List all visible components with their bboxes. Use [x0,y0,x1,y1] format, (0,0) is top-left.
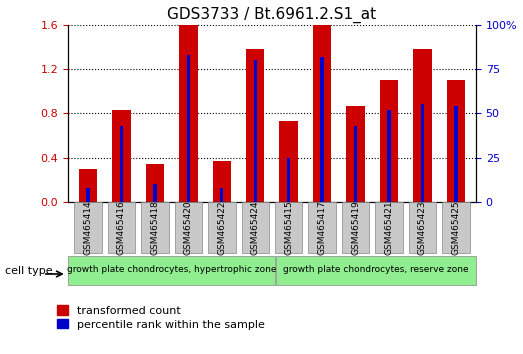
Bar [254,60,257,202]
Bar [179,25,198,202]
Text: GSM465416: GSM465416 [117,200,126,255]
FancyBboxPatch shape [408,202,436,253]
Text: GSM465423: GSM465423 [418,200,427,255]
FancyBboxPatch shape [276,256,476,285]
Text: GSM465424: GSM465424 [251,200,260,255]
Text: GSM465425: GSM465425 [451,200,460,255]
Title: GDS3733 / Bt.6961.2.S1_at: GDS3733 / Bt.6961.2.S1_at [167,7,377,23]
Text: GSM465417: GSM465417 [317,200,327,255]
Bar [187,55,190,202]
Bar [454,106,458,202]
Bar [421,104,424,202]
Text: GSM465420: GSM465420 [184,200,193,255]
Bar [413,49,431,202]
Bar [313,25,331,202]
FancyBboxPatch shape [275,202,302,253]
Bar [153,184,156,202]
Text: growth plate chondrocytes, reserve zone: growth plate chondrocytes, reserve zone [283,265,469,274]
FancyBboxPatch shape [68,256,275,285]
Text: GSM465418: GSM465418 [151,200,160,255]
Bar [380,80,398,202]
FancyBboxPatch shape [175,202,202,253]
FancyBboxPatch shape [74,202,102,253]
Text: GSM465419: GSM465419 [351,200,360,255]
Text: growth plate chondrocytes, hypertrophic zone: growth plate chondrocytes, hypertrophic … [67,265,276,274]
Bar [279,121,298,202]
FancyBboxPatch shape [242,202,269,253]
FancyBboxPatch shape [208,202,235,253]
Text: GSM465421: GSM465421 [384,200,393,255]
FancyBboxPatch shape [376,202,403,253]
Bar [112,110,131,202]
FancyBboxPatch shape [309,202,336,253]
FancyBboxPatch shape [108,202,135,253]
Text: GSM465422: GSM465422 [217,200,226,255]
Bar [86,188,90,202]
Bar [246,49,265,202]
FancyBboxPatch shape [342,202,369,253]
Bar [120,126,123,202]
Bar [220,188,223,202]
Bar [79,169,97,202]
FancyBboxPatch shape [141,202,168,253]
Bar [287,158,290,202]
FancyBboxPatch shape [442,202,470,253]
Bar [346,105,365,202]
Bar [354,126,357,202]
Bar [321,57,324,202]
Text: GSM465414: GSM465414 [84,200,93,255]
Bar [146,164,164,202]
Legend: transformed count, percentile rank within the sample: transformed count, percentile rank withi… [52,301,269,334]
Text: GSM465415: GSM465415 [284,200,293,255]
Bar [447,80,465,202]
Bar [388,110,391,202]
Bar [213,161,231,202]
Text: cell type: cell type [5,266,53,276]
